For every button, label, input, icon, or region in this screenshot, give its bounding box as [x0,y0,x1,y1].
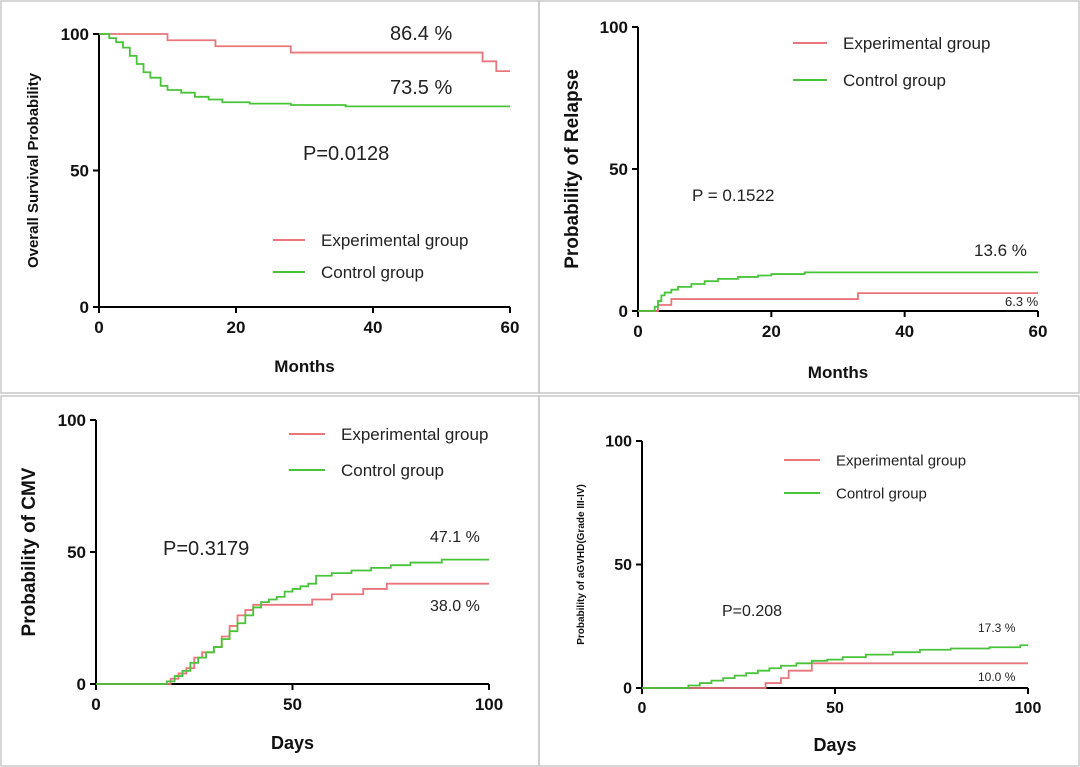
x-axis-title: Days [271,733,314,753]
legend-label-control: Control group [836,485,927,502]
y-tick-label: 0 [80,298,89,317]
x-tick-label: 40 [895,322,914,341]
end-value-label-control: 73.5 % [390,77,452,99]
y-axis-title: Probability of CMV [19,467,40,636]
x-tick-label: 0 [91,695,100,714]
end-value-label-experimental: 86.4 % [390,23,452,45]
y-tick-label: 100 [61,25,89,44]
end-value-label-control: 47.1 % [430,529,480,546]
charts-layer: 0 20 40 60 0 50 100 Months Overall Survival Prob… [19,18,1047,755]
chart-bottom-right: 0 50 100 0 50 100 Days Probability of aGVHD(Gra… [576,434,1041,755]
legend-label-control: Control group [321,263,424,282]
legend-label-experimental: Experimental group [341,425,488,444]
y-tick-label: 0 [619,302,628,321]
panel-frame-bottom-right [538,395,1080,767]
x-axis-title: Months [274,357,334,376]
end-value-label-control: 13.6 % [974,241,1027,260]
chart-top-right: 0 20 40 60 0 50 100 Months Probability of Relaps… [562,18,1047,382]
y-tick-label: 100 [605,434,632,451]
x-tick-label: 60 [501,318,520,337]
legend-label-control: Control group [341,461,444,480]
y-tick-label: 100 [600,18,628,37]
legend-label-experimental: Experimental group [321,231,468,250]
series-line-experimental [642,662,1028,689]
x-tick-label: 100 [1015,700,1042,717]
p-value-label: P=0.0128 [303,143,389,165]
x-axis-title: Days [813,735,856,755]
series-line-control [96,558,489,685]
x-tick-label: 60 [1029,322,1048,341]
legend-label-experimental: Experimental group [836,452,966,469]
axes-lines [637,27,1038,312]
y-tick-label: 100 [58,411,86,430]
end-value-label-experimental: 38.0 % [430,598,480,615]
chart-bottom-left: 0 50 100 0 50 100 Days Probability of CMV Experi… [19,411,503,753]
x-tick-label: 50 [826,700,844,717]
y-tick-label: 0 [623,681,632,698]
x-tick-label: 20 [227,318,246,337]
legend-label-control: Control group [843,71,946,90]
series-line-experimental [99,33,510,73]
x-tick-label: 20 [762,322,781,341]
y-axis-title: Probability of Relapse [562,69,583,269]
x-tick-label: 0 [94,318,103,337]
x-tick-label: 40 [364,318,383,337]
axes-lines [95,420,489,685]
series-line-control [99,33,510,108]
y-tick-label: 50 [614,557,632,574]
x-tick-label: 0 [638,700,647,717]
p-value-label: P=0.3179 [163,538,249,560]
x-axis-title: Months [808,363,868,382]
axes-lines [641,441,1028,689]
y-tick-label: 50 [609,160,628,179]
y-tick-label: 50 [67,543,86,562]
series-line-control [642,644,1028,689]
series-line-control [638,271,1038,312]
y-axis-title: Overall Survival Probability [25,72,42,268]
x-tick-label: 0 [633,322,642,341]
y-axis-title: Probability of aGVHD(Grade III-IV) [576,484,587,645]
end-value-label-experimental: 6.3 % [1005,294,1039,309]
panel-frame-top-right [538,0,1080,394]
chart-top-left: 0 20 40 60 0 50 100 Months Overall Survival Prob… [25,23,519,376]
p-value-label: P=0.208 [722,603,782,620]
p-value-label: P = 0.1522 [692,186,774,205]
end-value-label-control: 17.3 % [978,621,1016,635]
panel-frame-bottom-left [0,395,540,767]
legend-label-experimental: Experimental group [843,34,990,53]
panel-frame-top-left [0,0,540,394]
x-tick-label: 100 [475,695,503,714]
end-value-label-experimental: 10.0 % [978,670,1016,684]
x-tick-label: 50 [283,695,302,714]
series-line-experimental [638,292,1038,312]
y-tick-label: 0 [77,675,86,694]
axes-lines [98,34,510,308]
y-tick-label: 50 [70,161,89,180]
